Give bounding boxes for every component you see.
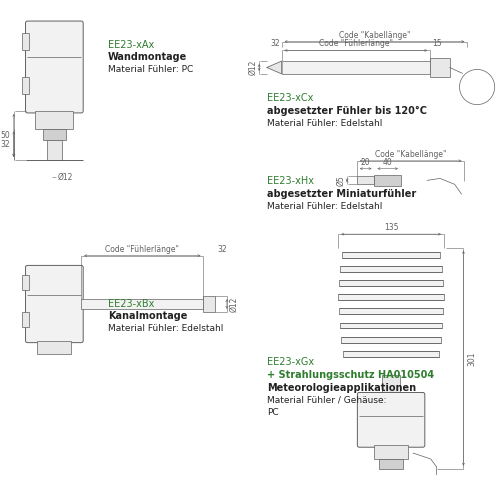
Text: Material Fühler: PC: Material Fühler: PC <box>108 65 193 74</box>
Text: Code "Kabellänge": Code "Kabellänge" <box>338 31 410 40</box>
Text: + Strahlungsschutz HA010504: + Strahlungsschutz HA010504 <box>267 370 434 380</box>
Bar <box>38 341 72 354</box>
Bar <box>22 275 30 290</box>
Bar <box>22 33 30 50</box>
Text: 32: 32 <box>270 39 280 48</box>
Text: Ø12: Ø12 <box>248 60 257 75</box>
FancyBboxPatch shape <box>26 265 83 343</box>
Text: EE23-xBx: EE23-xBx <box>108 299 154 309</box>
Text: 32: 32 <box>0 140 10 149</box>
Text: 301: 301 <box>468 351 476 366</box>
Bar <box>341 336 441 343</box>
Text: 135: 135 <box>384 223 398 232</box>
Bar <box>47 140 62 160</box>
Text: Ø12: Ø12 <box>230 296 239 312</box>
Bar <box>430 58 450 77</box>
Text: Ø12: Ø12 <box>58 173 72 182</box>
Bar <box>382 375 400 395</box>
Bar <box>282 61 430 74</box>
Bar <box>43 129 66 140</box>
Bar <box>22 77 30 95</box>
Text: Material Fühler: Edelstahl: Material Fühler: Edelstahl <box>267 202 382 211</box>
Text: Ø5: Ø5 <box>336 175 345 186</box>
Bar <box>379 459 404 469</box>
Text: Code "Fühlerlänge": Code "Fühlerlänge" <box>106 245 180 254</box>
Text: 50: 50 <box>0 131 10 140</box>
Bar <box>22 312 30 327</box>
Text: abgesetzter Fühler bis 120°C: abgesetzter Fühler bis 120°C <box>267 106 427 116</box>
Bar <box>340 280 443 286</box>
Text: Wandmontage: Wandmontage <box>108 52 187 62</box>
FancyBboxPatch shape <box>358 393 425 447</box>
FancyBboxPatch shape <box>26 21 83 113</box>
Text: EE23-xCx: EE23-xCx <box>267 94 314 103</box>
Bar <box>81 299 204 309</box>
Text: 20: 20 <box>361 158 370 167</box>
Bar <box>204 296 215 312</box>
Text: EE23-xHx: EE23-xHx <box>267 177 314 186</box>
Text: Material Fühler: Edelstahl: Material Fühler: Edelstahl <box>108 324 223 333</box>
Text: Meteorologieapplikationen: Meteorologieapplikationen <box>267 383 416 393</box>
Text: Material Fühler / Gehäuse:: Material Fühler / Gehäuse: <box>267 396 386 405</box>
Text: Code "Fühlerlänge": Code "Fühlerlänge" <box>319 39 393 48</box>
Bar <box>338 294 444 300</box>
Text: Material Fühler: Edelstahl: Material Fühler: Edelstahl <box>267 119 382 128</box>
Text: 32: 32 <box>217 245 226 254</box>
Text: PC: PC <box>267 408 278 417</box>
Bar <box>36 111 74 129</box>
Polygon shape <box>267 61 281 74</box>
Bar <box>340 266 442 272</box>
Bar <box>374 175 401 186</box>
Bar <box>343 351 439 357</box>
Text: abgesetzter Miniaturfühler: abgesetzter Miniaturfühler <box>267 189 416 199</box>
Bar <box>357 177 374 184</box>
Bar <box>340 309 443 314</box>
Text: 40: 40 <box>383 158 392 167</box>
Text: Code "Kabellänge": Code "Kabellänge" <box>375 150 446 159</box>
Text: EE23-xGx: EE23-xGx <box>267 357 314 367</box>
Bar <box>374 445 408 459</box>
Text: 15: 15 <box>432 39 442 48</box>
Bar <box>340 323 442 328</box>
Text: EE23-xAx: EE23-xAx <box>108 40 154 49</box>
Text: Kanalmontage: Kanalmontage <box>108 312 187 321</box>
Bar <box>342 252 440 258</box>
